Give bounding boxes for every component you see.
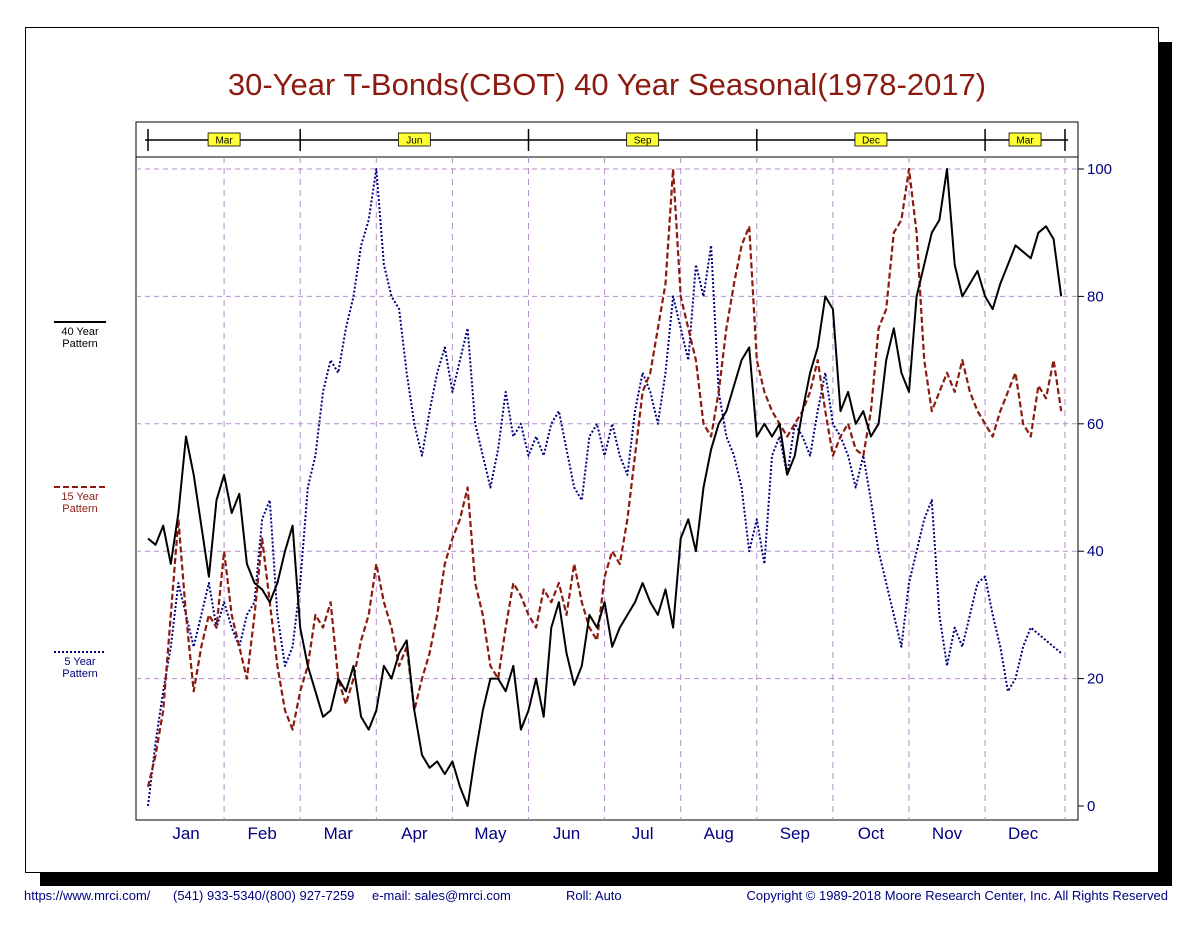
x-month-label-1: Feb <box>248 824 277 843</box>
contract-label-1: Jun <box>406 136 422 147</box>
chart-title: 30-Year T-Bonds(CBOT) 40 Year Seasonal(1… <box>228 67 986 102</box>
x-month-label-3: Apr <box>401 824 428 843</box>
legend-label-0: 40 Year <box>61 326 99 338</box>
series-layer <box>146 167 1063 807</box>
x-month-label-4: May <box>474 824 507 843</box>
contract-box-2 <box>626 132 660 147</box>
y-tick-label-2: 40 <box>1087 543 1104 560</box>
y-axis: 0 20 40 60 80 100 <box>1078 161 1112 815</box>
series-line-2 <box>147 168 1062 807</box>
x-month-label-10: Nov <box>932 824 963 843</box>
x-month-label-6: Jul <box>632 824 654 843</box>
series-line-0 <box>147 168 1063 807</box>
x-month-label-2: Mar <box>324 824 354 843</box>
grid-layer <box>136 157 1078 820</box>
x-month-label-7: Aug <box>704 824 734 843</box>
contract-label-2: Sep <box>634 136 652 147</box>
y-tick-label-1: 20 <box>1087 671 1104 688</box>
contract-label-3: Dec <box>862 136 880 147</box>
x-month-label-9: Oct <box>858 824 885 843</box>
footer-copyright: Copyright © 1989-2018 Moore Research Cen… <box>746 888 1168 903</box>
contract-label-0: Mar <box>215 136 233 147</box>
contract-box-0 <box>207 132 241 147</box>
plot-area <box>135 156 1079 821</box>
legend-label-1: 15 Year <box>61 491 99 503</box>
y-tick-label-4: 80 <box>1087 288 1104 305</box>
contract-layer: Mar Jun Sep Dec Mar <box>147 129 1066 151</box>
legend-label-2-b: Pattern <box>62 668 97 680</box>
legend-label-2: 5 Year <box>64 656 96 668</box>
y-tick-label-5: 100 <box>1087 161 1112 178</box>
contract-box-1 <box>397 132 431 147</box>
contract-label-4: Mar <box>1016 136 1034 147</box>
series-line-1 <box>146 167 1063 788</box>
x-month-label-11: Dec <box>1008 824 1039 843</box>
x-axis: Jan Feb Mar Apr May Jun Jul Aug Sep Oct Nov Dec <box>172 824 1038 843</box>
x-month-label-8: Sep <box>780 824 810 843</box>
x-month-label-5: Jun <box>553 824 580 843</box>
footer-phone: (541) 933-5340/(800) 927-7259 <box>173 888 355 903</box>
contract-box-4 <box>1008 132 1042 147</box>
footer-url-link[interactable]: https://www.mrci.com/ <box>24 888 151 903</box>
x-month-label-0: Jan <box>172 824 199 843</box>
contract-box-3 <box>854 132 888 147</box>
legend-label-0-b: Pattern <box>62 338 97 350</box>
y-tick-label-0: 0 <box>1087 798 1095 815</box>
legend-label-1-b: Pattern <box>62 503 97 515</box>
footer-roll: Roll: Auto <box>566 888 622 903</box>
y-tick-label-3: 60 <box>1087 416 1104 433</box>
footer-email[interactable]: e-mail: sales@mrci.com <box>372 888 511 903</box>
